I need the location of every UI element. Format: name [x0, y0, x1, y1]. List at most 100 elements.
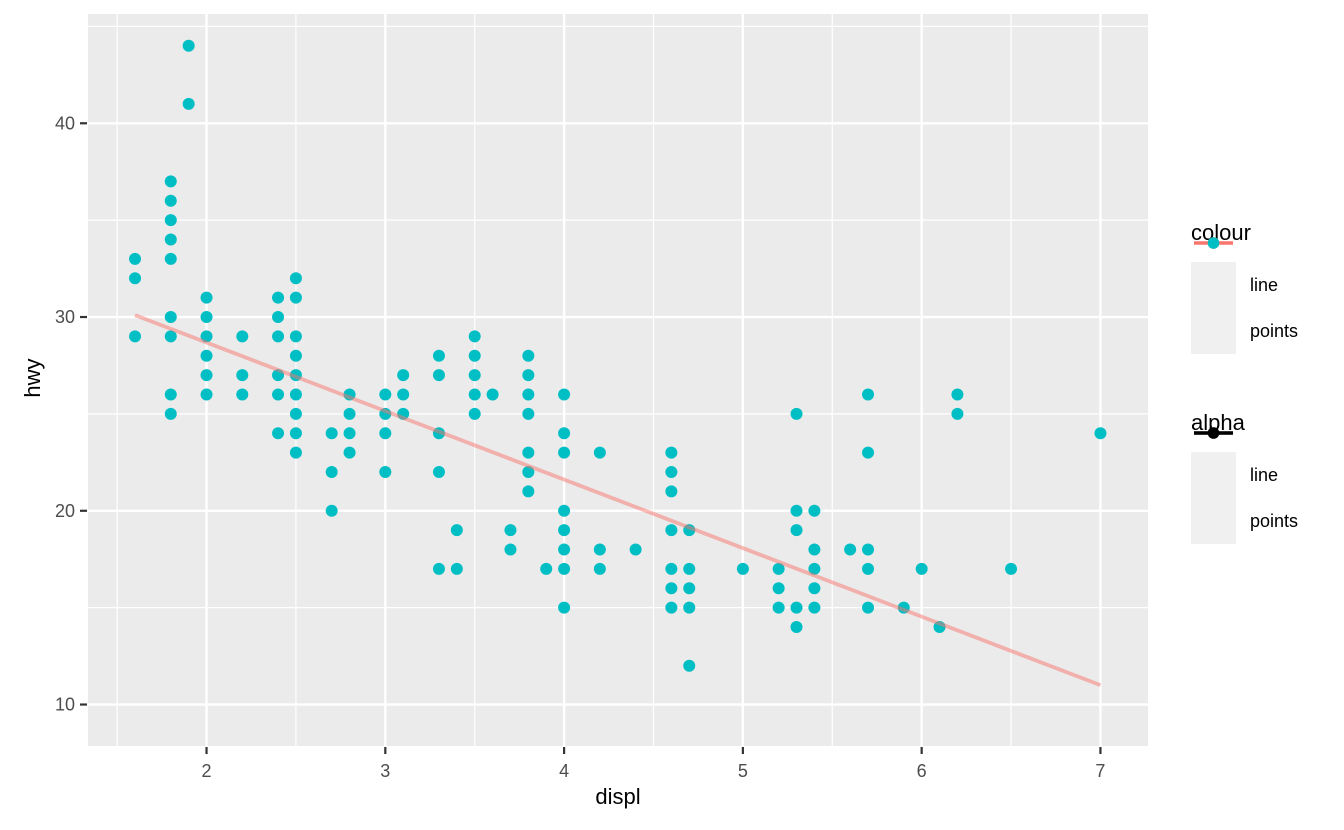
data-point [379, 466, 392, 479]
legend-label: points [1250, 510, 1299, 531]
data-point [683, 601, 696, 614]
legend-entry-line: line [1191, 237, 1298, 308]
y-axis-title: hwy [20, 358, 45, 398]
data-point [468, 349, 481, 362]
data-point [468, 330, 481, 343]
data-point [289, 291, 302, 304]
data-point [522, 407, 535, 420]
data-point [272, 291, 285, 304]
point-icon [1207, 237, 1220, 249]
data-point [272, 427, 285, 440]
data-point [200, 311, 213, 324]
data-point [450, 562, 463, 575]
data-point [236, 369, 249, 382]
x-tick-label: 3 [380, 761, 390, 781]
data-point [558, 543, 571, 556]
data-point [522, 369, 535, 382]
data-point [504, 543, 517, 556]
data-point [343, 446, 356, 459]
line-and-point-icon [1194, 427, 1233, 439]
data-point [289, 349, 302, 362]
data-point [665, 466, 678, 479]
data-point [432, 466, 445, 479]
data-point [862, 601, 875, 614]
data-point [844, 543, 857, 556]
legend-entry-points: points [1191, 237, 1299, 354]
data-point [1094, 427, 1107, 440]
data-point [683, 582, 696, 595]
data-point [808, 601, 821, 614]
data-point [790, 524, 803, 537]
trend-line [134, 313, 1102, 687]
x-tick-label: 4 [559, 761, 569, 781]
x-tick-label: 6 [917, 761, 927, 781]
data-point [164, 233, 177, 246]
x-tick-label: 5 [738, 761, 748, 781]
x-tick-label: 2 [202, 761, 212, 781]
data-point [200, 388, 213, 401]
data-point [325, 427, 338, 440]
data-point [522, 388, 535, 401]
data-point [558, 562, 571, 575]
data-point [325, 466, 338, 479]
data-point [522, 349, 535, 362]
data-point [665, 601, 678, 614]
data-point [164, 330, 177, 343]
data-point [450, 524, 463, 537]
data-point [289, 446, 302, 459]
data-point [486, 388, 499, 401]
y-tick-label: 10 [55, 695, 75, 715]
y-tick-label: 40 [55, 113, 75, 133]
data-point [683, 659, 696, 672]
data-point [808, 582, 821, 595]
data-point [379, 388, 392, 401]
data-point [522, 485, 535, 498]
legend-colour: colour line points [1191, 220, 1298, 354]
data-point [432, 369, 445, 382]
data-point [432, 562, 445, 575]
data-point [772, 582, 785, 595]
data-point [951, 407, 964, 420]
data-point [558, 427, 571, 440]
data-point [164, 388, 177, 401]
data-point [289, 330, 302, 343]
data-point [200, 349, 213, 362]
data-point [558, 601, 571, 614]
data-point [593, 446, 606, 459]
data-point [593, 543, 606, 556]
data-point [790, 601, 803, 614]
data-point [164, 175, 177, 188]
data-point [862, 388, 875, 401]
data-point [772, 601, 785, 614]
legend-entry-line: line [1191, 427, 1298, 498]
data-point [468, 369, 481, 382]
data-point [164, 311, 177, 324]
legend-key [1191, 427, 1236, 544]
data-point [683, 562, 696, 575]
data-point [289, 272, 302, 285]
legend-title: colour [1191, 220, 1251, 245]
data-point [915, 562, 928, 575]
legend-key [1191, 237, 1236, 308]
data-point [862, 543, 875, 556]
data-point [808, 562, 821, 575]
legend-label: points [1250, 320, 1299, 341]
data-point [129, 252, 142, 265]
data-point [862, 562, 875, 575]
data-point [468, 388, 481, 401]
data-point [289, 388, 302, 401]
data-point [593, 562, 606, 575]
data-point [504, 524, 517, 537]
data-point [200, 291, 213, 304]
data-point [772, 562, 785, 575]
data-point [522, 446, 535, 459]
data-point [129, 330, 142, 343]
data-point [951, 388, 964, 401]
data-point [432, 349, 445, 362]
data-point [862, 446, 875, 459]
data-point [665, 524, 678, 537]
x-tick-label: 7 [1095, 761, 1105, 781]
data-point [558, 524, 571, 537]
data-point [236, 388, 249, 401]
data-point [558, 446, 571, 459]
